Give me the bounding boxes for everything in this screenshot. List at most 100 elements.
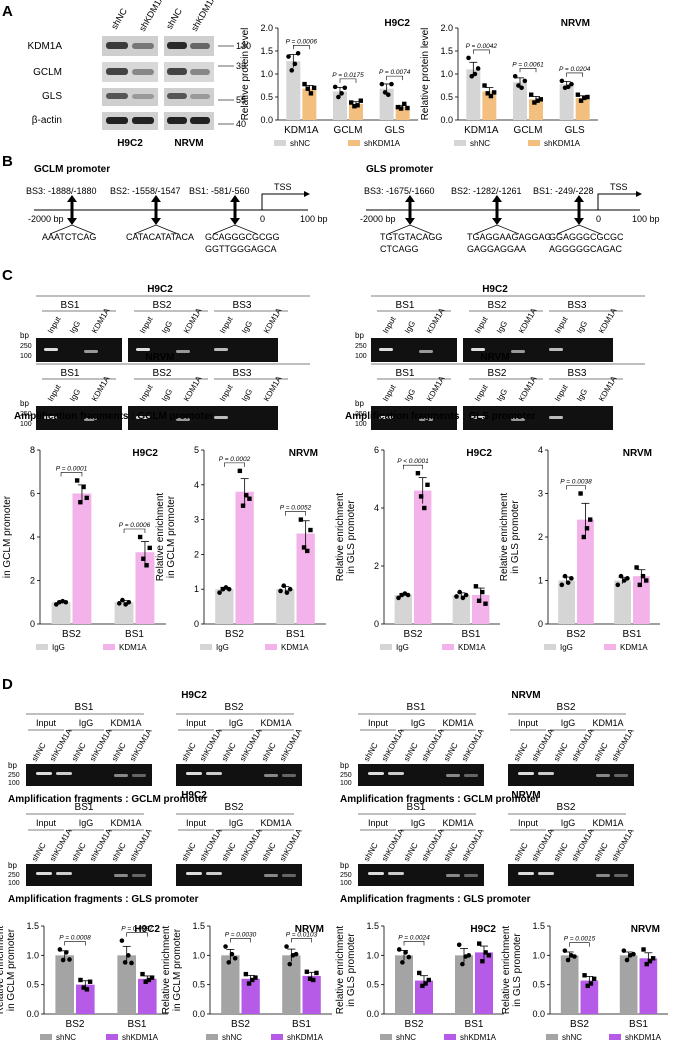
- gel-lane-label: KDM1A: [262, 306, 284, 335]
- gel-ladder: 250: [8, 772, 20, 779]
- gel-group-label: Input: [186, 718, 207, 728]
- data-point: [116, 601, 122, 606]
- legend-label: shNC: [562, 1033, 582, 1042]
- bar: [482, 91, 497, 120]
- bar: [215, 589, 234, 624]
- gel-bp-label: bp: [340, 861, 349, 870]
- data-point: [81, 985, 86, 990]
- bar: [395, 955, 413, 1014]
- tss-label: TSS: [274, 182, 292, 192]
- legend-swatch: [200, 644, 212, 650]
- gel-ladder: 250: [20, 343, 32, 350]
- binding-site-label: BS1: -581/-560: [189, 186, 250, 196]
- blot-col-label: shNC: [109, 6, 129, 31]
- data-point: [585, 94, 590, 100]
- data-point: [400, 960, 405, 965]
- tick-start: -2000 bp: [28, 214, 64, 224]
- legend-label: KDM1A: [620, 643, 648, 652]
- gel-bs-label: BS2: [153, 300, 172, 311]
- data-point: [466, 953, 472, 958]
- legend-swatch: [380, 1034, 392, 1040]
- blot-marker: 130: [236, 41, 251, 51]
- binding-sequence: AAATCTCAG: [42, 232, 96, 242]
- significance-bracket: [386, 75, 403, 81]
- x-tick-label: BS1: [462, 629, 481, 640]
- gel-lane-label: Input: [138, 314, 155, 335]
- significance-bracket: [403, 464, 423, 470]
- gel-image: [176, 864, 302, 886]
- gel-lane-label: KDM1A: [597, 374, 619, 403]
- x-tick-label: KDM1A: [284, 125, 319, 136]
- blot-cell-label: H9C2: [117, 138, 143, 149]
- y-tick-label: 4: [538, 445, 543, 455]
- gel-lane-label: IgG: [68, 319, 82, 335]
- data-point: [143, 979, 148, 984]
- gel-lane-label: IgG: [575, 387, 589, 403]
- gel-image: [26, 864, 152, 886]
- p-value-label: P = 0.0052: [280, 505, 312, 512]
- gel-cell-title: NRVM: [145, 352, 174, 363]
- data-point: [637, 582, 642, 588]
- bar: [379, 88, 394, 120]
- data-point: [342, 85, 348, 91]
- gel-lane-label: shNC: [512, 841, 530, 863]
- chart-title: NRVM: [289, 448, 318, 459]
- gel-bs-label: BS2: [488, 300, 507, 311]
- y-axis-label: in GCLM promoter: [172, 928, 183, 1011]
- legend-label: shKDM1A: [460, 1033, 497, 1042]
- significance-bracket: [123, 528, 146, 533]
- gel-band: [464, 874, 478, 877]
- data-point: [298, 517, 304, 522]
- data-point: [562, 948, 568, 953]
- gel-bs-label: BS2: [557, 802, 576, 813]
- y-tick-label: 1.0: [366, 950, 379, 960]
- gel-band: [44, 348, 58, 351]
- tick-start: -2000 bp: [360, 214, 396, 224]
- bar: [286, 61, 301, 120]
- data-point: [472, 71, 478, 77]
- y-tick-label: 1.0: [440, 69, 453, 79]
- blot-strip-beta-actin: [102, 112, 214, 130]
- gel-band: [511, 350, 525, 353]
- data-point: [650, 956, 656, 961]
- data-point: [379, 81, 385, 87]
- gel-lane-label: Input: [473, 314, 490, 335]
- y-tick-label: 0: [194, 619, 199, 629]
- data-point: [78, 500, 83, 505]
- gel-band: [186, 772, 202, 775]
- gel-group-label: KDM1A: [442, 718, 473, 728]
- sequence-bracket: [212, 224, 258, 235]
- gel-group-label: Input: [36, 718, 57, 728]
- bar: [452, 595, 470, 624]
- y-tick-label: 0.5: [260, 92, 273, 102]
- data-point: [232, 955, 238, 961]
- gel-lane-label: IgG: [403, 387, 417, 403]
- bar-chart-d_gclm_nrvm: 0.0 0.5 1.0 1.5 Relative enrichment in GCLM p…: [161, 921, 332, 1042]
- gel-bs-label: BS3: [568, 368, 587, 379]
- data-point: [217, 590, 222, 595]
- data-point: [336, 94, 341, 100]
- gel-lane-label: shNC: [592, 841, 610, 863]
- y-axis-label: Relative enrichment: [501, 926, 512, 1015]
- x-tick-label: BS2: [66, 1019, 85, 1030]
- data-point: [250, 977, 255, 983]
- data-point: [405, 592, 411, 598]
- gel-band: [132, 874, 146, 877]
- x-tick-label: BS1: [629, 1019, 648, 1030]
- gel-band: [549, 416, 563, 419]
- data-point: [618, 573, 624, 579]
- bar-chart-c_gclm_nrvm: 0 1 2 3 4 5 Relative enrichment in GCLM promote…: [155, 445, 326, 652]
- gel-lane-label: Input: [218, 382, 235, 403]
- data-point: [516, 83, 521, 88]
- y-axis-label: Relative enrichment: [0, 493, 2, 582]
- gel-group-label: KDM1A: [110, 818, 141, 828]
- gel-band: [264, 774, 278, 777]
- data-point: [581, 534, 586, 540]
- data-point: [332, 84, 338, 90]
- gel-band: [136, 348, 150, 351]
- gel-group-label: IgG: [561, 818, 576, 828]
- bar: [72, 493, 92, 624]
- data-point: [491, 90, 497, 95]
- gel-band: [214, 348, 228, 351]
- y-tick-label: 2.0: [440, 23, 453, 33]
